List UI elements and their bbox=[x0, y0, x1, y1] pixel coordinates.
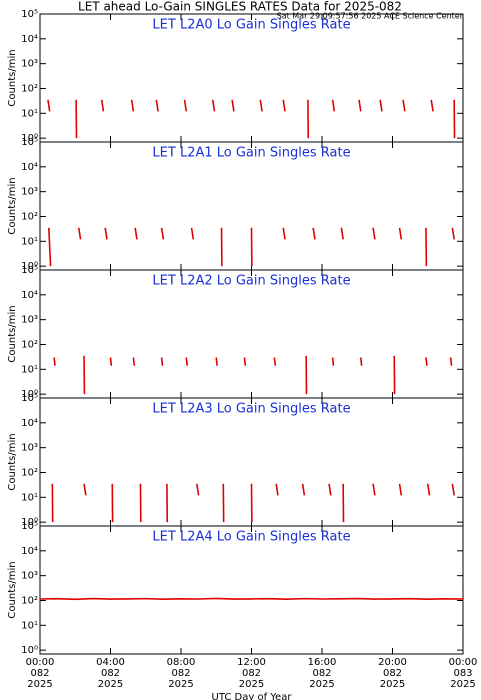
panel-title: LET L2A3 Lo Gain Singles Rate bbox=[152, 402, 350, 417]
y-tick-label: 10³ bbox=[21, 59, 38, 70]
timestamp: Sat Mar 29 09:57:56 2025 ACE Science Cen… bbox=[277, 12, 464, 21]
x-tick-label: 12:00 bbox=[237, 657, 266, 668]
x-tick-label: 082 bbox=[101, 668, 120, 679]
panel-title: LET L2A4 Lo Gain Singles Rate bbox=[152, 530, 350, 545]
x-tick-label: 2025 bbox=[168, 679, 193, 690]
y-tick-label: 10³ bbox=[21, 187, 38, 198]
y-tick-label: 10¹ bbox=[21, 620, 38, 631]
y-tick-label: 10³ bbox=[21, 315, 38, 326]
y-tick-label: 10¹ bbox=[21, 492, 38, 503]
y-tick-label: 10² bbox=[21, 467, 38, 478]
y-tick-label: 10⁴ bbox=[21, 34, 38, 45]
y-tick-label: 10⁴ bbox=[21, 290, 38, 301]
y-axis-label: Counts/min bbox=[7, 49, 18, 106]
data-line bbox=[51, 483, 455, 523]
y-tick-label: 10¹ bbox=[21, 108, 38, 119]
y-axis-label: Counts/min bbox=[7, 433, 18, 490]
y-tick-label: 10⁵ bbox=[21, 137, 38, 148]
y-tick-label: 10¹ bbox=[21, 236, 38, 247]
x-tick-label: 082 bbox=[312, 668, 331, 679]
x-tick-label: 16:00 bbox=[308, 657, 337, 668]
y-tick-label: 10² bbox=[21, 339, 38, 350]
x-tick-label: 00:00 bbox=[449, 657, 478, 668]
y-tick-label: 10⁵ bbox=[21, 521, 38, 532]
y-tick-label: 10⁴ bbox=[21, 418, 38, 429]
x-tick-label: 08:00 bbox=[167, 657, 196, 668]
y-tick-label: 10⁵ bbox=[21, 265, 38, 276]
x-tick-label: 2025 bbox=[239, 679, 264, 690]
x-tick-label: 082 bbox=[242, 668, 261, 679]
data-line bbox=[47, 99, 456, 139]
y-axis-label: Counts/min bbox=[7, 305, 18, 362]
x-tick-label: 083 bbox=[453, 668, 472, 679]
x-tick-label: 2025 bbox=[450, 679, 475, 690]
x-tick-label: 00:00 bbox=[26, 657, 55, 668]
y-tick-label: 10⁰ bbox=[21, 517, 38, 528]
x-tick-label: 2025 bbox=[27, 679, 52, 690]
y-tick-label: 10⁰ bbox=[21, 389, 38, 400]
y-tick-label: 10¹ bbox=[21, 364, 38, 375]
x-tick-label: 082 bbox=[171, 668, 190, 679]
x-tick-label: 20:00 bbox=[378, 657, 407, 668]
data-line bbox=[39, 597, 464, 601]
y-tick-label: 10² bbox=[21, 83, 38, 94]
x-tick-label: 04:00 bbox=[96, 657, 125, 668]
y-axis-label: Counts/min bbox=[7, 177, 18, 234]
data-line bbox=[48, 227, 455, 267]
y-tick-label: 10⁰ bbox=[21, 133, 38, 144]
y-axis-label: Counts/min bbox=[7, 561, 18, 618]
x-tick-label: 2025 bbox=[98, 679, 123, 690]
y-tick-label: 10² bbox=[21, 595, 38, 606]
y-tick-label: 10⁵ bbox=[21, 9, 38, 20]
x-tick-label: 2025 bbox=[309, 679, 334, 690]
x-tick-label: 2025 bbox=[380, 679, 405, 690]
panel-title: LET L2A2 Lo Gain Singles Rate bbox=[152, 274, 350, 289]
y-tick-label: 10³ bbox=[21, 571, 38, 582]
data-line bbox=[53, 355, 453, 395]
x-tick-label: 082 bbox=[383, 668, 402, 679]
y-tick-label: 10⁴ bbox=[21, 546, 38, 557]
x-axis-label: UTC Day of Year bbox=[212, 692, 293, 700]
y-tick-label: 10⁴ bbox=[21, 162, 38, 173]
y-tick-label: 10⁵ bbox=[21, 393, 38, 404]
y-tick-label: 10³ bbox=[21, 443, 38, 454]
x-tick-label: 082 bbox=[30, 668, 49, 679]
y-tick-label: 10⁰ bbox=[21, 261, 38, 272]
y-tick-label: 10² bbox=[21, 211, 38, 222]
panel-title: LET L2A0 Lo Gain Singles Rate bbox=[152, 18, 350, 33]
y-tick-label: 10⁰ bbox=[21, 645, 38, 656]
page-title: LET ahead Lo-Gain SINGLES RATES Data for… bbox=[78, 0, 402, 14]
panel-title: LET L2A1 Lo Gain Singles Rate bbox=[152, 146, 350, 161]
